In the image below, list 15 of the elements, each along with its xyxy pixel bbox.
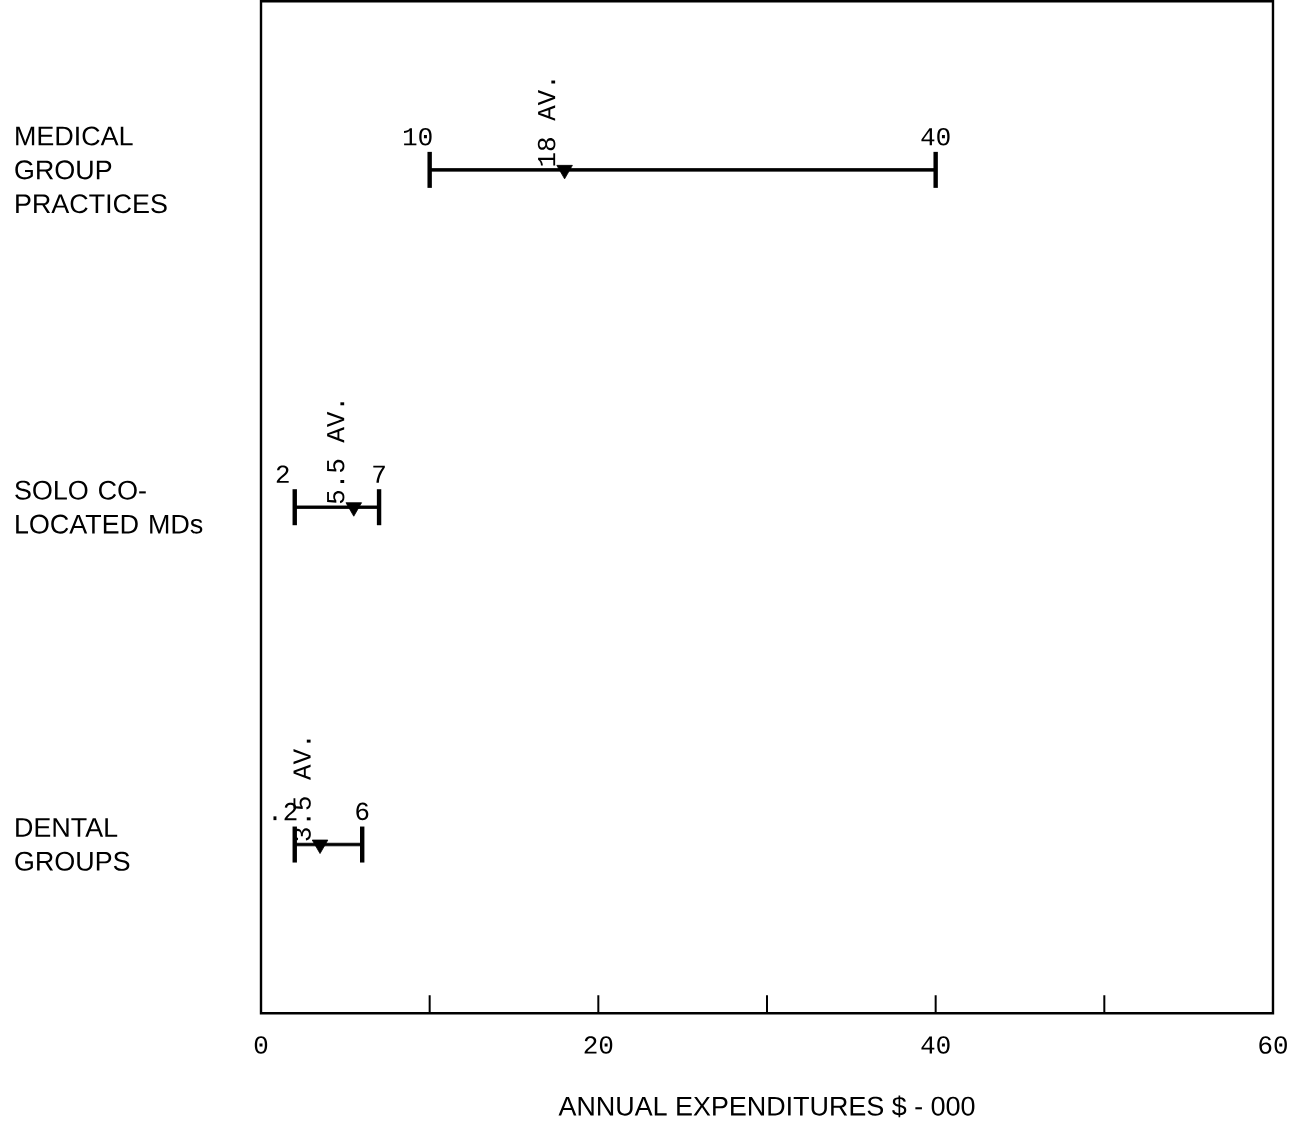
data-label: 5.5 AV. [327, 402, 345, 504]
x-tick-label: 40 [921, 1036, 950, 1054]
x-tick-label: 60 [1259, 1036, 1287, 1054]
y-tick-label: SOLO CO-LOCATED MDs [15, 480, 203, 534]
x-axis-title: ANNUAL EXPENDITURES $ - 000 [558, 1095, 975, 1118]
annotation: 7 [373, 465, 385, 483]
annotation: 40 [921, 127, 950, 146]
annotation: 6 [356, 802, 369, 821]
y-tick-label: DENTAL GROUPS [15, 818, 130, 871]
annotation: 10 [404, 127, 432, 146]
y-tick-label: MEDICAL GROUP PRACTICES [15, 126, 167, 214]
data-label: 18 AV. [537, 80, 556, 166]
x-tick-label: 0 [254, 1036, 268, 1054]
annotation: 2 [276, 465, 289, 483]
x-tick-label: 20 [584, 1036, 613, 1054]
